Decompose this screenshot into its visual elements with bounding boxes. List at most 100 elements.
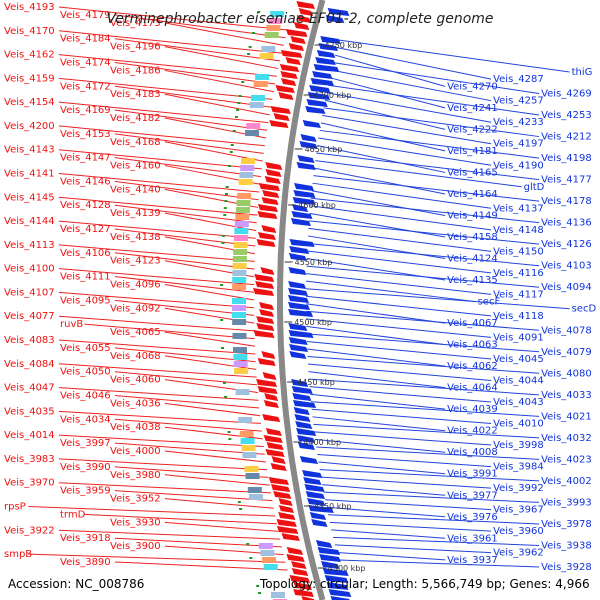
gene-label: Veis_4094 [541,282,592,293]
annotation-strip [245,473,260,479]
gene-label: Veis_4186 [110,65,161,76]
leader-line [314,167,446,195]
forward-gene-block [278,512,296,520]
leader-line [307,348,446,367]
gene-label: Veis_4055 [60,343,111,354]
feature-dot [237,501,241,503]
feature-dot [238,95,242,97]
forward-gene-block [257,358,276,366]
leader-line [114,133,264,154]
gene-label: Veis_4050 [60,367,111,378]
leader-line [325,499,492,511]
forward-gene-block [264,176,281,184]
gene-label: Veis_4045 [493,354,544,365]
leader-line [164,521,279,532]
leader-line [164,69,274,93]
forward-gene-block [262,372,277,380]
gene-label: Veis_4233 [493,117,544,128]
reverse-gene-block [288,295,310,303]
annotation-strip [268,18,283,24]
leader-line [307,363,492,381]
leader-line [114,85,272,108]
annotation-strip [232,333,247,339]
feature-dot [248,46,252,48]
gene-label: Veis_3993 [541,497,592,508]
annotation-strip [246,123,261,129]
gene-label: Veis_3977 [447,490,498,501]
leader-line [328,514,540,525]
leader-line [114,442,265,455]
leader-line [320,122,446,152]
feature-dot [227,431,231,433]
forward-gene-block [263,400,279,408]
leader-line [58,149,262,170]
forward-gene-block [264,393,279,401]
gene-label: Veis_4193 [4,2,55,13]
gene-label: Veis_4160 [110,161,161,172]
gene-label: Veis_3962 [493,548,544,559]
forward-gene-block [263,435,283,443]
gene-label: Veis_4179 [60,10,111,21]
reverse-gene-block [292,204,309,212]
reverse-gene-block [288,288,309,296]
leader-line [334,544,492,554]
reverse-gene-block [315,540,333,548]
leader-line [338,559,540,568]
gene-label: Veis_4137 [493,203,544,214]
gene-label: Veis_3938 [541,540,592,551]
leader-line [58,101,269,124]
reverse-gene-block [288,267,307,275]
leader-line [114,109,268,131]
leader-line [308,227,492,252]
feature-dot [224,200,228,202]
forward-gene-block [265,162,283,170]
reverse-gene-block [288,281,307,289]
tick-label: 4400 kbp [303,438,341,447]
forward-gene-block [261,225,277,233]
leader-line [114,276,255,293]
forward-gene-block [256,239,276,247]
forward-gene-block [261,197,279,205]
leader-line [306,265,540,288]
leader-line [58,125,265,147]
forward-gene-block [286,554,305,562]
reverse-gene-block [318,43,339,51]
gene-label: smpB [4,549,32,560]
forward-gene-block [268,477,289,485]
annotation-strip [255,74,270,80]
leader-line [306,288,570,310]
leader-line [114,418,262,432]
gene-label: Veis_3952 [110,494,161,505]
gene-label: Veis_4126 [541,239,592,250]
gene-label: Veis_4196 [110,42,161,53]
gene-label: Veis_3998 [493,440,544,451]
feature-dot [220,284,224,286]
leader-line [114,490,273,502]
annotation-strip [238,417,253,423]
forward-gene-block [257,204,278,212]
gene-label: Veis_4063 [447,340,498,351]
feature-dot [232,130,236,132]
leader-line [306,280,476,303]
leader-line [338,39,570,73]
leader-line [28,506,276,517]
gene-label: Veis_4062 [447,361,498,372]
leader-line [114,347,256,363]
gene-label: Veis_4147 [60,153,111,164]
annotation-strip [251,95,266,101]
forward-gene-block [262,414,281,422]
leader-line [306,318,492,338]
tick-label: 4500 kbp [294,318,332,327]
gene-label: Veis_3900 [110,541,161,552]
gene-label: Veis_4257 [493,96,544,107]
feature-dot [222,382,226,384]
gene-label: Veis_4190 [493,160,544,171]
annotation-strip [235,389,250,395]
forward-gene-block [276,526,299,534]
leader-line [318,461,446,475]
annotation-strip [244,466,259,472]
gene-label: Veis_3978 [541,519,592,530]
leader-line [306,273,492,295]
